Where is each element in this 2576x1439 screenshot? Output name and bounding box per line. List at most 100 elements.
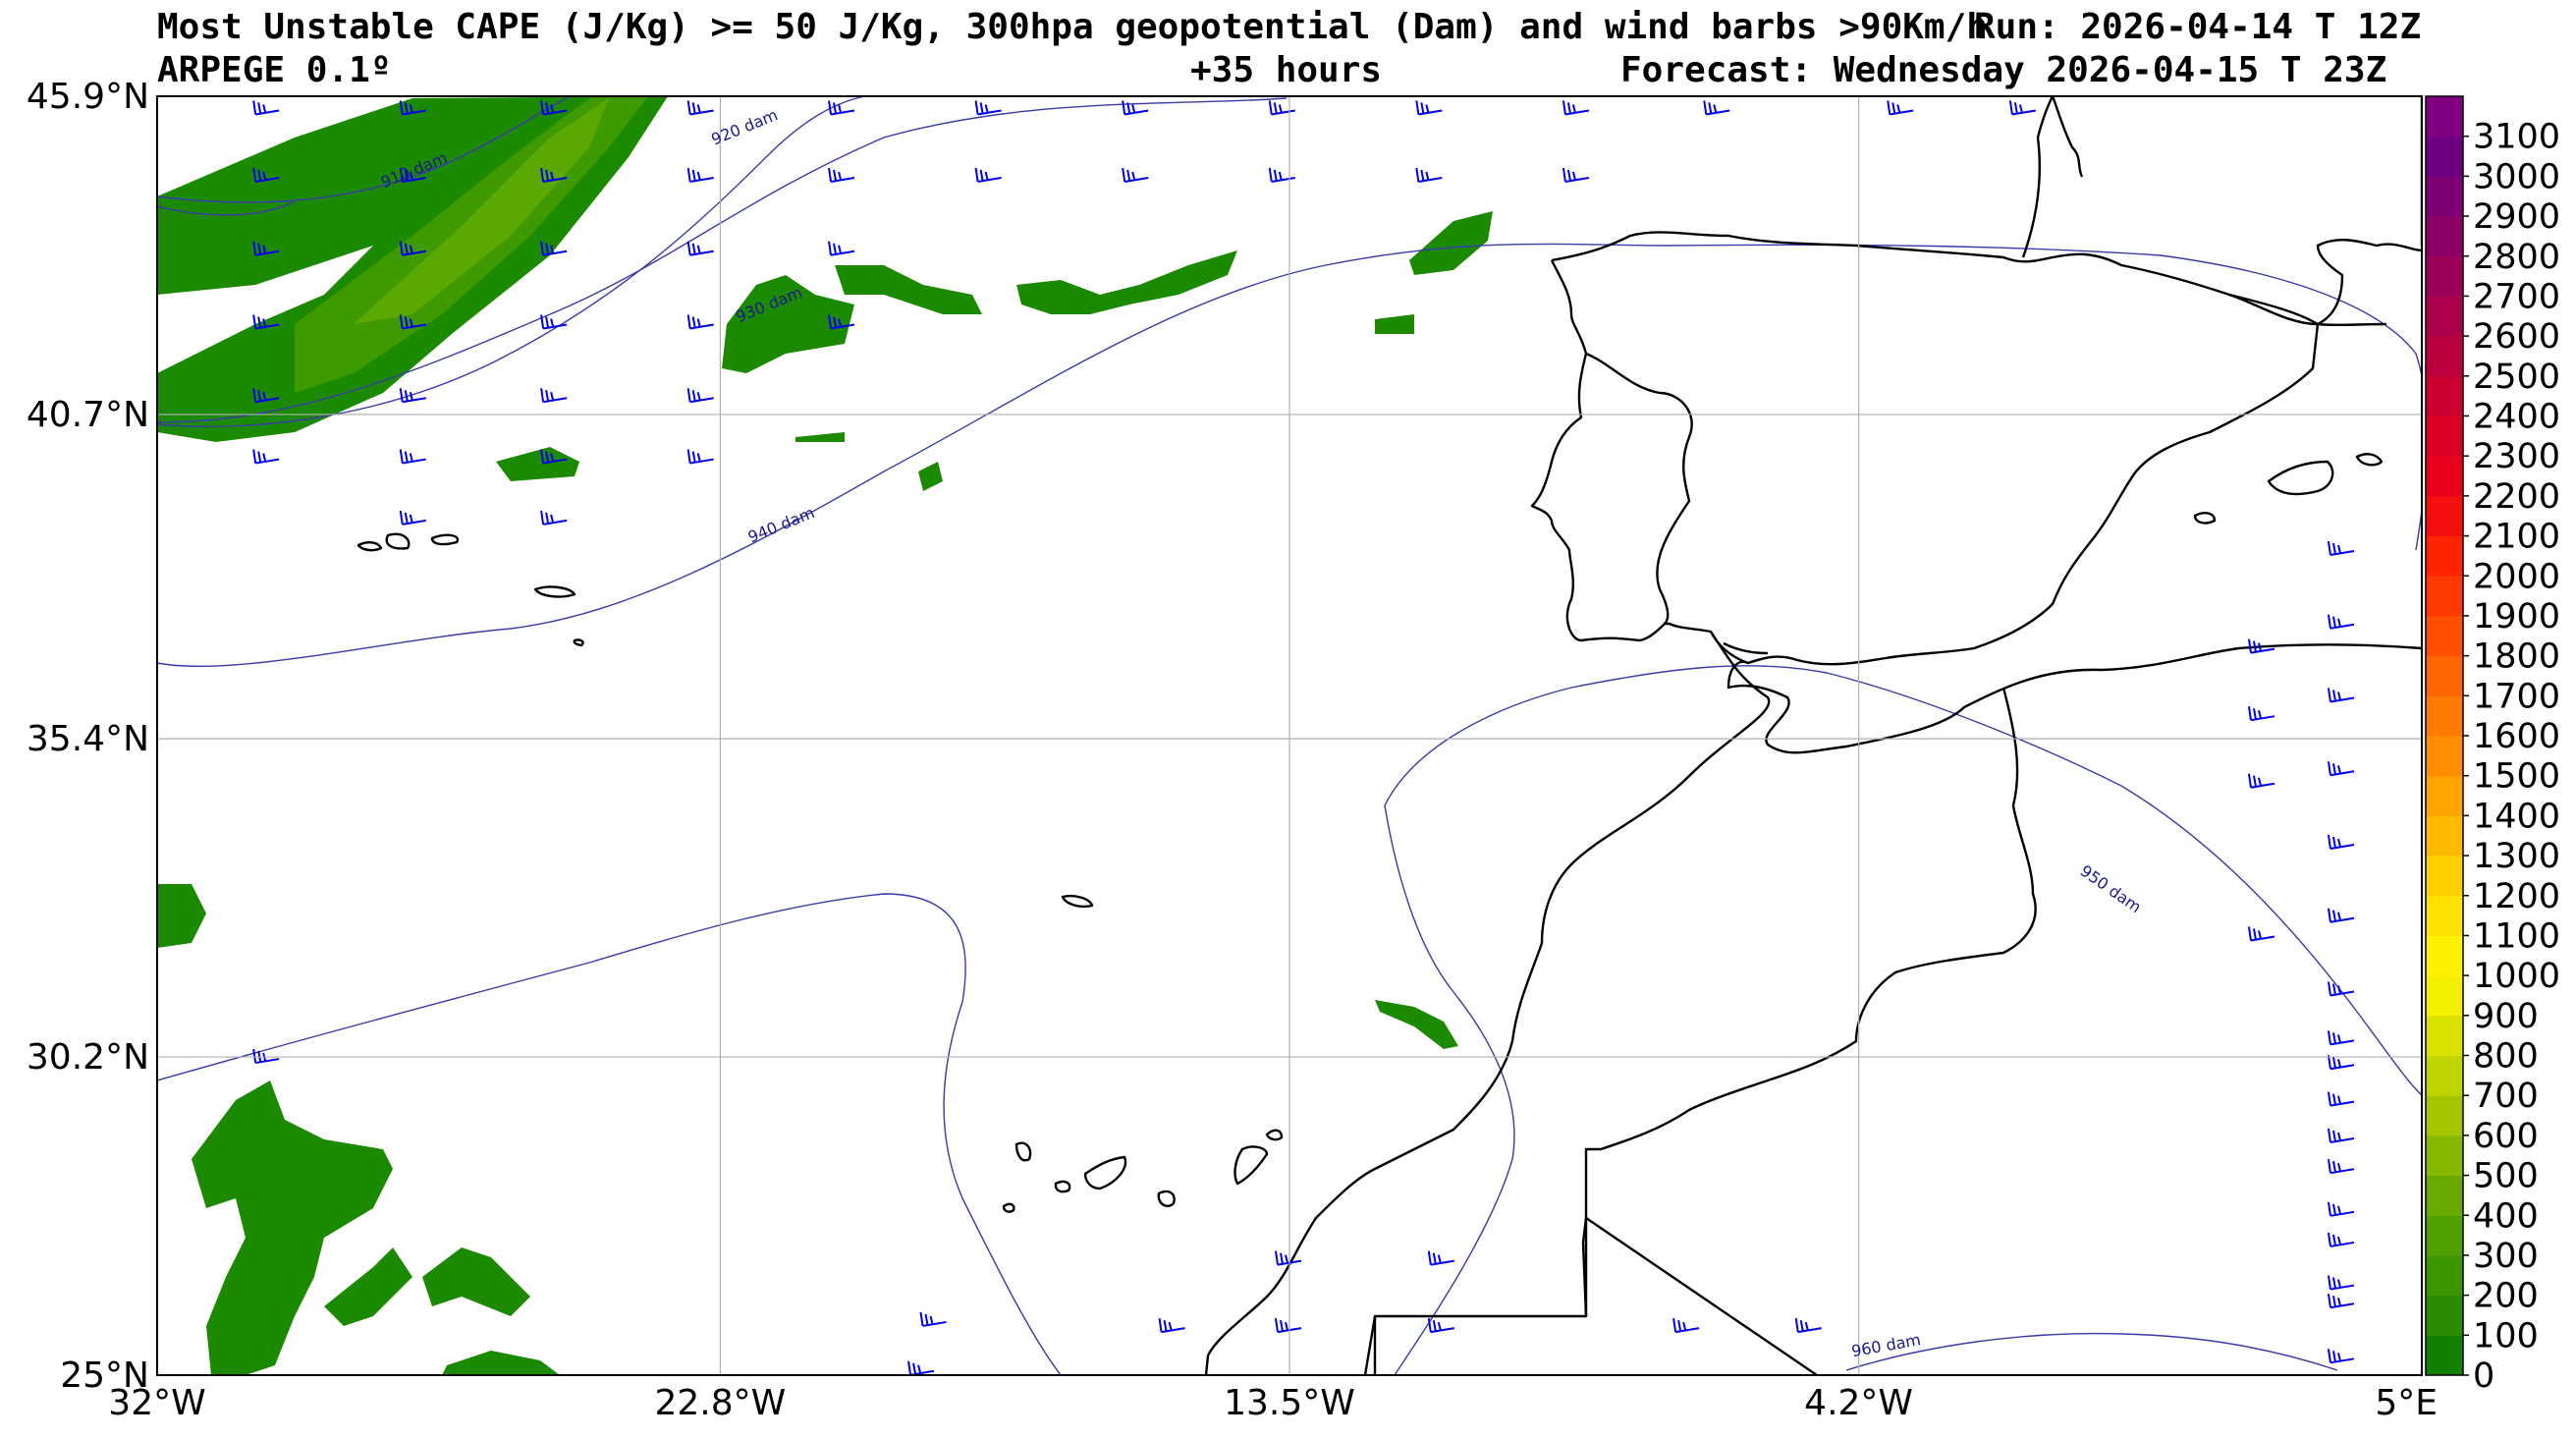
colorbar-swatch-13 xyxy=(2426,815,2463,857)
wind-barb xyxy=(2327,1159,2355,1175)
coastlines xyxy=(356,96,2422,1375)
coast-azores-5 xyxy=(573,638,584,647)
wind-barb xyxy=(252,449,280,465)
contour-label-4: 950 dam xyxy=(2077,861,2145,916)
coast-canary-3 xyxy=(1083,1155,1127,1190)
colorbar-label-20: 2000 xyxy=(2473,557,2560,596)
wind-barb xyxy=(974,100,1002,116)
colorbar-label-0: 0 xyxy=(2473,1356,2494,1396)
wind-barb xyxy=(1794,1318,1822,1334)
colorbar-label-10: 1000 xyxy=(2473,957,2560,996)
contour-label-3: 940 dam xyxy=(745,503,817,546)
cape-patch-small-2 xyxy=(496,447,579,481)
barb-glyph xyxy=(1887,100,1914,116)
barb-glyph xyxy=(828,100,855,116)
wind-barb xyxy=(919,1311,947,1327)
barb-glyph xyxy=(399,388,426,404)
wind-barb xyxy=(2327,1055,2355,1071)
cape-patch-canary xyxy=(1375,1000,1458,1049)
wind-barb xyxy=(2327,981,2355,997)
wind-barb xyxy=(2008,100,2037,116)
wind-barb xyxy=(2327,1128,2355,1144)
wind-barb xyxy=(252,100,280,116)
cape-patch-northeast xyxy=(1409,211,1493,275)
barb-glyph xyxy=(828,314,855,330)
geopotential-contours xyxy=(157,96,2422,1375)
barb-glyph xyxy=(2327,1201,2355,1217)
colorbar-swatch-19 xyxy=(2426,576,2463,617)
wind-barb xyxy=(540,388,568,404)
barb-glyph xyxy=(1672,1318,1700,1334)
wind-barb xyxy=(1427,1250,1454,1266)
wind-barb xyxy=(2327,1275,2355,1291)
wind-barb xyxy=(2327,1091,2355,1107)
barb-glyph xyxy=(1122,100,1149,116)
contour-950 xyxy=(157,665,2422,1375)
lat-label-2: 35.4°N xyxy=(27,719,149,759)
wind-barb xyxy=(252,314,280,330)
barb-glyph xyxy=(2327,1091,2355,1107)
barb-glyph xyxy=(252,388,280,404)
colorbar-swatch-17 xyxy=(2426,655,2463,696)
barb-glyph xyxy=(2327,761,2355,777)
cape-patch-south xyxy=(324,1247,412,1326)
coast-balearic-ibiza xyxy=(2193,512,2217,525)
colorbar-swatch-11 xyxy=(2426,895,2463,936)
barb-glyph xyxy=(1275,1250,1302,1266)
wind-barb xyxy=(2327,1349,2355,1364)
wind-barb xyxy=(1672,1318,1700,1334)
wind-barb xyxy=(252,241,280,256)
latitude-labels: 45.9°N 40.7°N 35.4°N 30.2°N 25°N xyxy=(27,77,149,1396)
colorbar-swatch-22 xyxy=(2426,456,2463,497)
colorbar-label-31: 3100 xyxy=(2473,118,2560,157)
colorbar-label-23: 2300 xyxy=(2473,437,2560,476)
lon-label-4: 5°E xyxy=(2375,1383,2438,1423)
contour-label-1: 920 dam xyxy=(709,105,781,148)
cape-band-northwest-core xyxy=(354,98,609,324)
wind-barb xyxy=(2247,926,2275,942)
wind-barb xyxy=(540,167,568,183)
wind-barb xyxy=(686,241,714,256)
coast-pyrenees xyxy=(2228,293,2319,326)
colorbar-label-27: 2700 xyxy=(2473,277,2560,316)
barb-glyph xyxy=(2327,1349,2355,1364)
barb-glyph xyxy=(2247,706,2275,722)
plot-frame xyxy=(156,95,2423,1376)
coast-canary-1 xyxy=(1014,1141,1032,1162)
title-main: Most Unstable CAPE (J/Kg) >= 50 J/Kg, 30… xyxy=(157,7,1988,47)
barb-glyph xyxy=(1562,167,1590,183)
cape-patch-small-3 xyxy=(918,462,943,491)
colorbar-swatch-27 xyxy=(2426,255,2463,297)
barb-glyph xyxy=(2327,1030,2355,1046)
coast-nafrica xyxy=(1726,643,2422,754)
coast-azores-1 xyxy=(356,540,383,552)
barb-glyph xyxy=(2327,1294,2355,1309)
wind-barb xyxy=(399,241,426,256)
cape-patch-south-3 xyxy=(442,1351,560,1375)
wind-barb xyxy=(399,388,426,404)
barb-glyph xyxy=(1122,167,1149,183)
colorbar-swatch-31 xyxy=(2426,96,2463,138)
coast-canary-5 xyxy=(1233,1145,1269,1186)
wind-barb xyxy=(399,314,426,330)
barb-glyph xyxy=(828,167,855,183)
colorbar-swatch-10 xyxy=(2426,935,2463,976)
barb-glyph xyxy=(2327,1232,2355,1247)
barb-glyph xyxy=(686,314,714,330)
wind-barb xyxy=(2327,1294,2355,1309)
wind-barb xyxy=(686,100,714,116)
coast-britain-edge xyxy=(2051,96,2084,178)
colorbar-swatch-18 xyxy=(2426,615,2463,657)
colorbar-swatch-15 xyxy=(2426,736,2463,777)
cape-patch-azores-north xyxy=(722,275,854,373)
coast-canary-7 xyxy=(1002,1202,1015,1213)
longitude-labels: 32°W 22.8°W 13.5°W 4.2°W 5°E xyxy=(108,1383,2438,1423)
coast-azores-3 xyxy=(430,533,460,546)
barb-glyph xyxy=(399,314,426,330)
barb-glyph xyxy=(540,241,568,256)
wind-barb xyxy=(2247,638,2275,654)
colorbar-label-5: 500 xyxy=(2473,1157,2539,1196)
colorbar-swatch-4 xyxy=(2426,1175,2463,1216)
coast-morocco xyxy=(1204,631,1771,1375)
